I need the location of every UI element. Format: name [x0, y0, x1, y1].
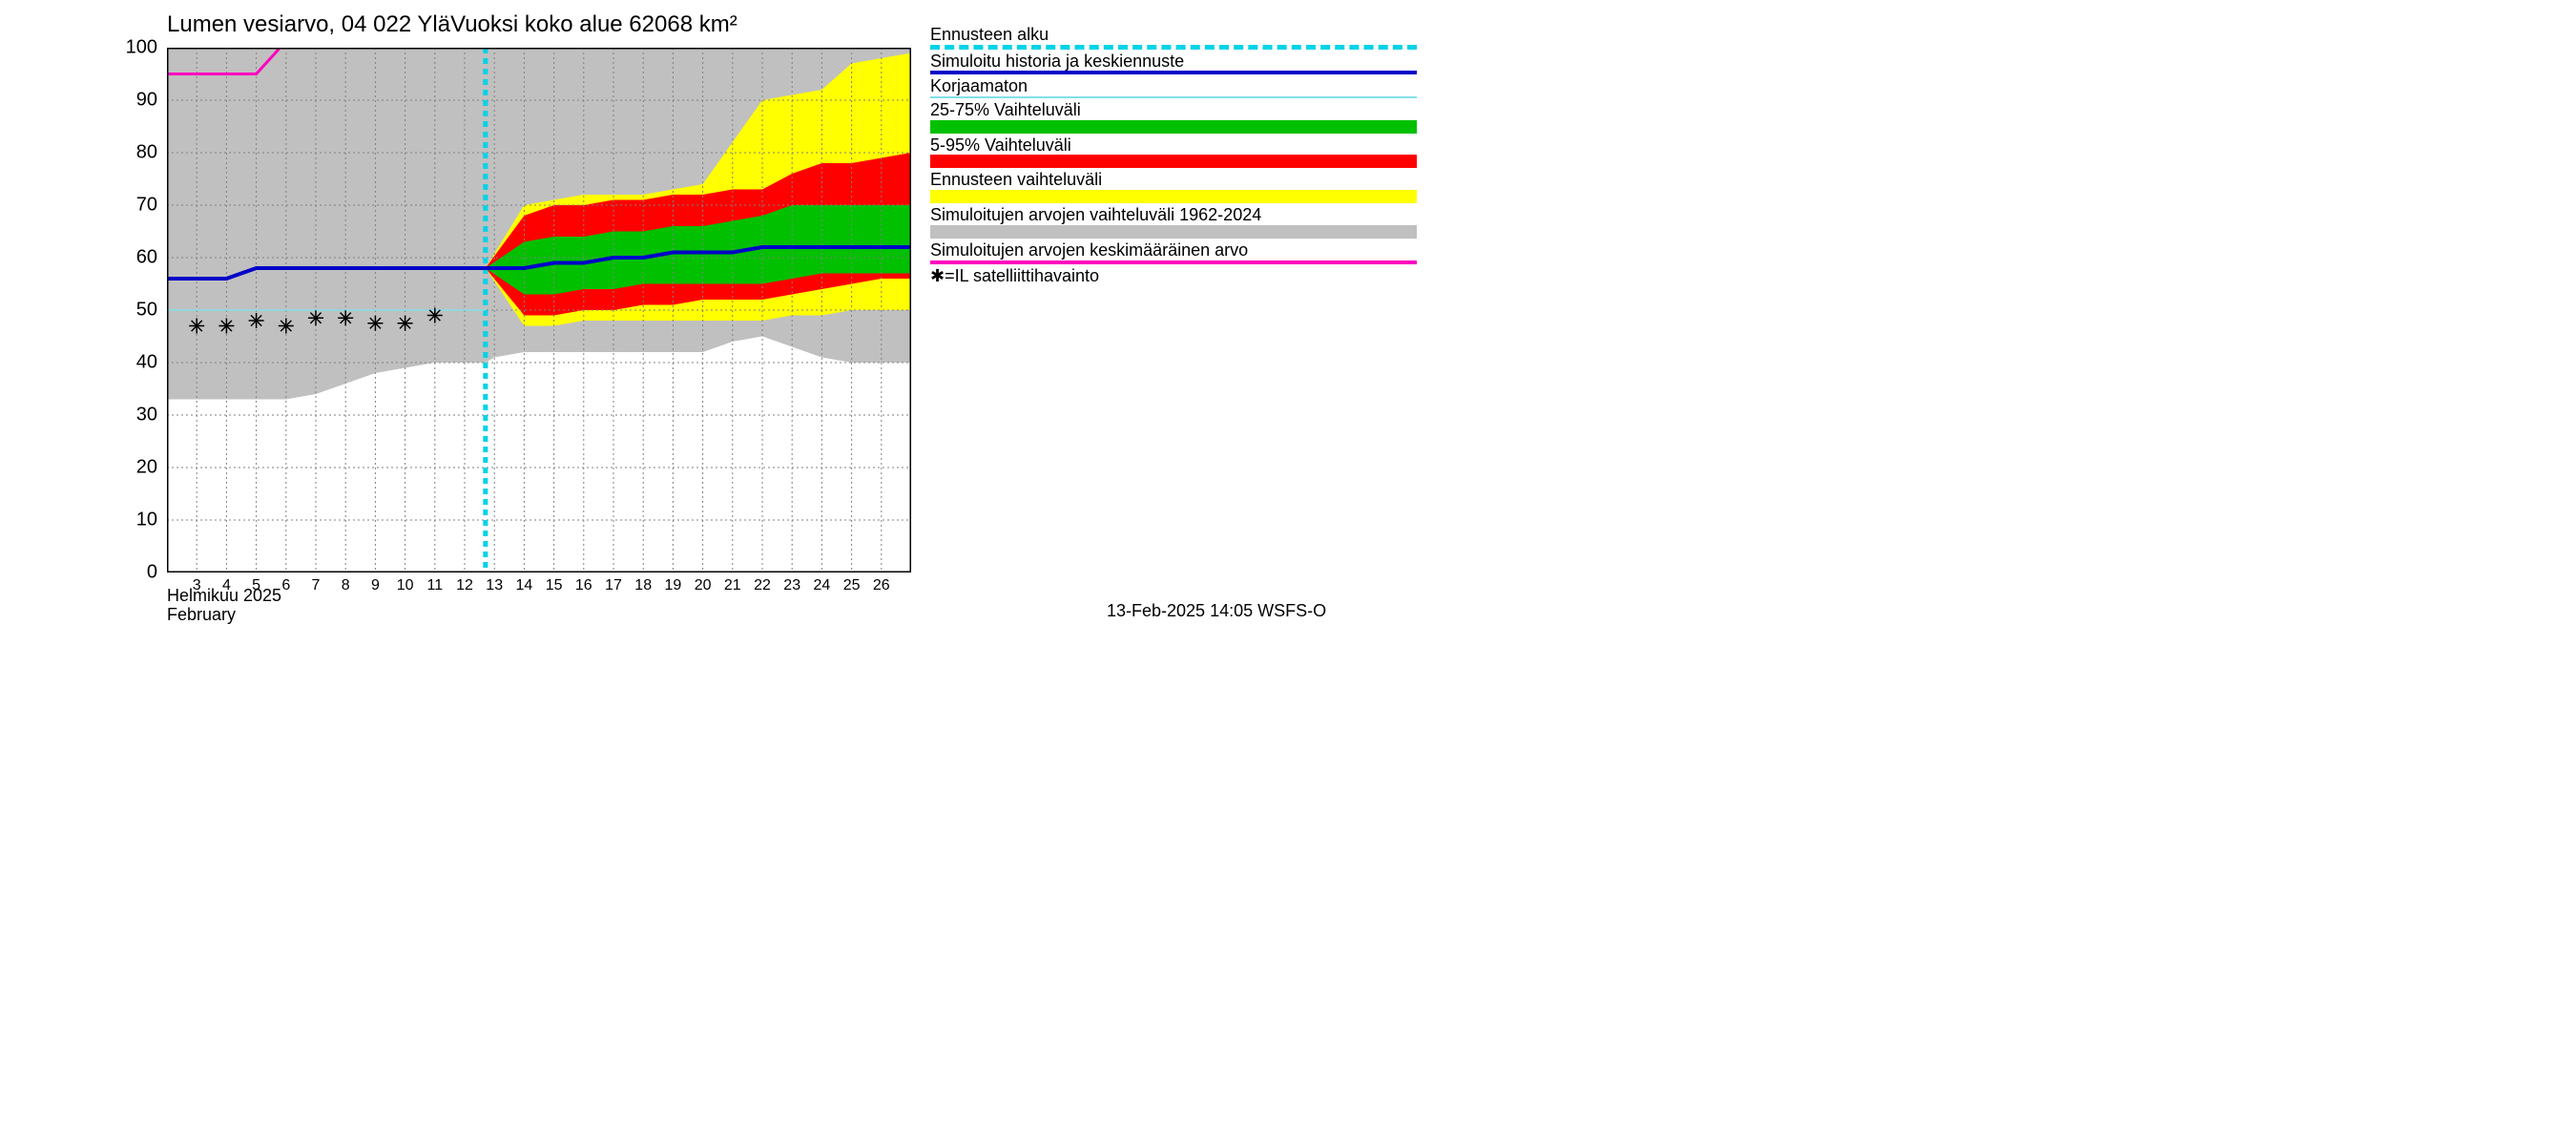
- legend-label: Ennusteen vaihteluväli: [930, 170, 1417, 190]
- legend-label: ✱=IL satelliittihavainto: [930, 266, 1417, 286]
- x-tick-label: 13: [486, 577, 503, 594]
- x-tick-label: 9: [371, 577, 380, 594]
- legend-entry: Ennusteen vaihteluväli: [930, 170, 1417, 203]
- x-tick-label: 11: [426, 577, 443, 594]
- legend-entry: Ennusteen alku: [930, 25, 1417, 50]
- legend-label: 5-95% Vaihteluväli: [930, 135, 1417, 156]
- legend-label: Simuloitujen arvojen vaihteluväli 1962-2…: [930, 205, 1417, 225]
- legend-entry: Simuloitujen arvojen keskimääräinen arvo: [930, 240, 1417, 264]
- legend-swatch: [930, 155, 1417, 168]
- x-tick-label: 18: [634, 577, 652, 594]
- y-tick-label: 20: [136, 457, 157, 479]
- y-tick-label: 100: [126, 37, 157, 59]
- plot-area: [167, 48, 911, 572]
- satellite-obs-marker: [308, 310, 323, 325]
- x-tick-label: 7: [312, 577, 321, 594]
- legend-entry: Simuloitu historia ja keskiennuste: [930, 52, 1417, 75]
- legend-swatch: [930, 45, 1417, 50]
- x-tick-label: 26: [873, 577, 890, 594]
- y-tick-label: 50: [136, 300, 157, 322]
- legend-swatch: [930, 190, 1417, 203]
- chart-container: Lumen vesiarvo / Snow water equiv. mm Lu…: [0, 0, 1431, 639]
- legend-label: Simuloitu historia ja keskiennuste: [930, 52, 1417, 72]
- chart-title: Lumen vesiarvo, 04 022 YläVuoksi koko al…: [167, 11, 737, 38]
- x-tick-label: 21: [724, 577, 741, 594]
- y-axis-label: Lumen vesiarvo / Snow water equiv. mm: [0, 149, 2, 491]
- y-tick-label: 0: [147, 562, 157, 584]
- plot-svg: [167, 48, 911, 572]
- x-tick-label: 10: [397, 577, 414, 594]
- legend-swatch: [930, 71, 1417, 74]
- x-tick-label: 22: [754, 577, 771, 594]
- legend-entry: 5-95% Vaihteluväli: [930, 135, 1417, 169]
- x-tick-label: 19: [664, 577, 681, 594]
- legend: Ennusteen alku Simuloitu historia ja kesk…: [930, 25, 1417, 287]
- footer-timestamp: 13-Feb-2025 14:05 WSFS-O: [1107, 601, 1326, 621]
- x-tick-label: 14: [515, 577, 532, 594]
- y-tick-label: 30: [136, 405, 157, 427]
- legend-swatch: [930, 260, 1417, 264]
- x-month-en: February: [167, 606, 281, 625]
- legend-entry: ✱=IL satelliittihavainto: [930, 266, 1417, 286]
- y-tick-label: 40: [136, 352, 157, 374]
- x-tick-label: 12: [456, 577, 473, 594]
- x-tick-label: 25: [843, 577, 861, 594]
- legend-entry: 25-75% Vaihteluväli: [930, 100, 1417, 134]
- x-tick-label: 16: [575, 577, 592, 594]
- legend-label: Korjaamaton: [930, 76, 1417, 96]
- x-tick-label: 6: [281, 577, 290, 594]
- legend-entry: Simuloitujen arvojen vaihteluväli 1962-2…: [930, 205, 1417, 239]
- legend-entry: Korjaamaton: [930, 76, 1417, 98]
- legend-swatch: [930, 120, 1417, 134]
- x-axis-month-label: Helmikuu 2025 February: [167, 587, 281, 625]
- x-tick-label: 24: [813, 577, 830, 594]
- x-tick-label: 15: [546, 577, 563, 594]
- x-tick-label: 17: [605, 577, 622, 594]
- x-tick-label: 23: [783, 577, 800, 594]
- x-tick-label: 20: [695, 577, 712, 594]
- x-month-fi: Helmikuu 2025: [167, 587, 281, 606]
- y-tick-label: 70: [136, 195, 157, 217]
- y-tick-label: 90: [136, 90, 157, 112]
- y-tick-label: 80: [136, 142, 157, 164]
- y-tick-label: 10: [136, 510, 157, 531]
- legend-label: 25-75% Vaihteluväli: [930, 100, 1417, 120]
- x-tick-label: 8: [342, 577, 350, 594]
- legend-label: Simuloitujen arvojen keskimääräinen arvo: [930, 240, 1417, 260]
- legend-swatch: [930, 225, 1417, 239]
- legend-label: Ennusteen alku: [930, 25, 1417, 45]
- legend-swatch: [930, 96, 1417, 98]
- y-tick-label: 60: [136, 247, 157, 269]
